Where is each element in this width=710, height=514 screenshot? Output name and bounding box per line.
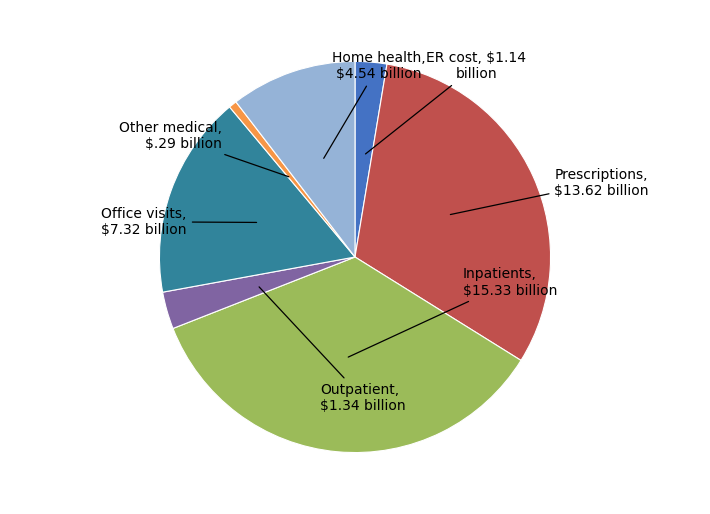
Wedge shape bbox=[173, 257, 521, 452]
Text: Outpatient,
$1.34 billion: Outpatient, $1.34 billion bbox=[259, 287, 405, 413]
Wedge shape bbox=[163, 257, 355, 328]
Wedge shape bbox=[160, 107, 355, 292]
Text: ER cost, $1.14
billion: ER cost, $1.14 billion bbox=[366, 51, 526, 154]
Text: Home health,
$4.54 billion: Home health, $4.54 billion bbox=[324, 51, 425, 158]
Text: Office visits,
$7.32 billion: Office visits, $7.32 billion bbox=[102, 207, 256, 237]
Text: Inpatients,
$15.33 billion: Inpatients, $15.33 billion bbox=[348, 267, 557, 357]
Wedge shape bbox=[355, 62, 387, 257]
Wedge shape bbox=[355, 64, 550, 360]
Text: Other medical,
$.29 billion: Other medical, $.29 billion bbox=[119, 121, 289, 177]
Text: Prescriptions,
$13.62 billion: Prescriptions, $13.62 billion bbox=[450, 168, 649, 214]
Wedge shape bbox=[229, 102, 355, 257]
Wedge shape bbox=[236, 62, 355, 257]
